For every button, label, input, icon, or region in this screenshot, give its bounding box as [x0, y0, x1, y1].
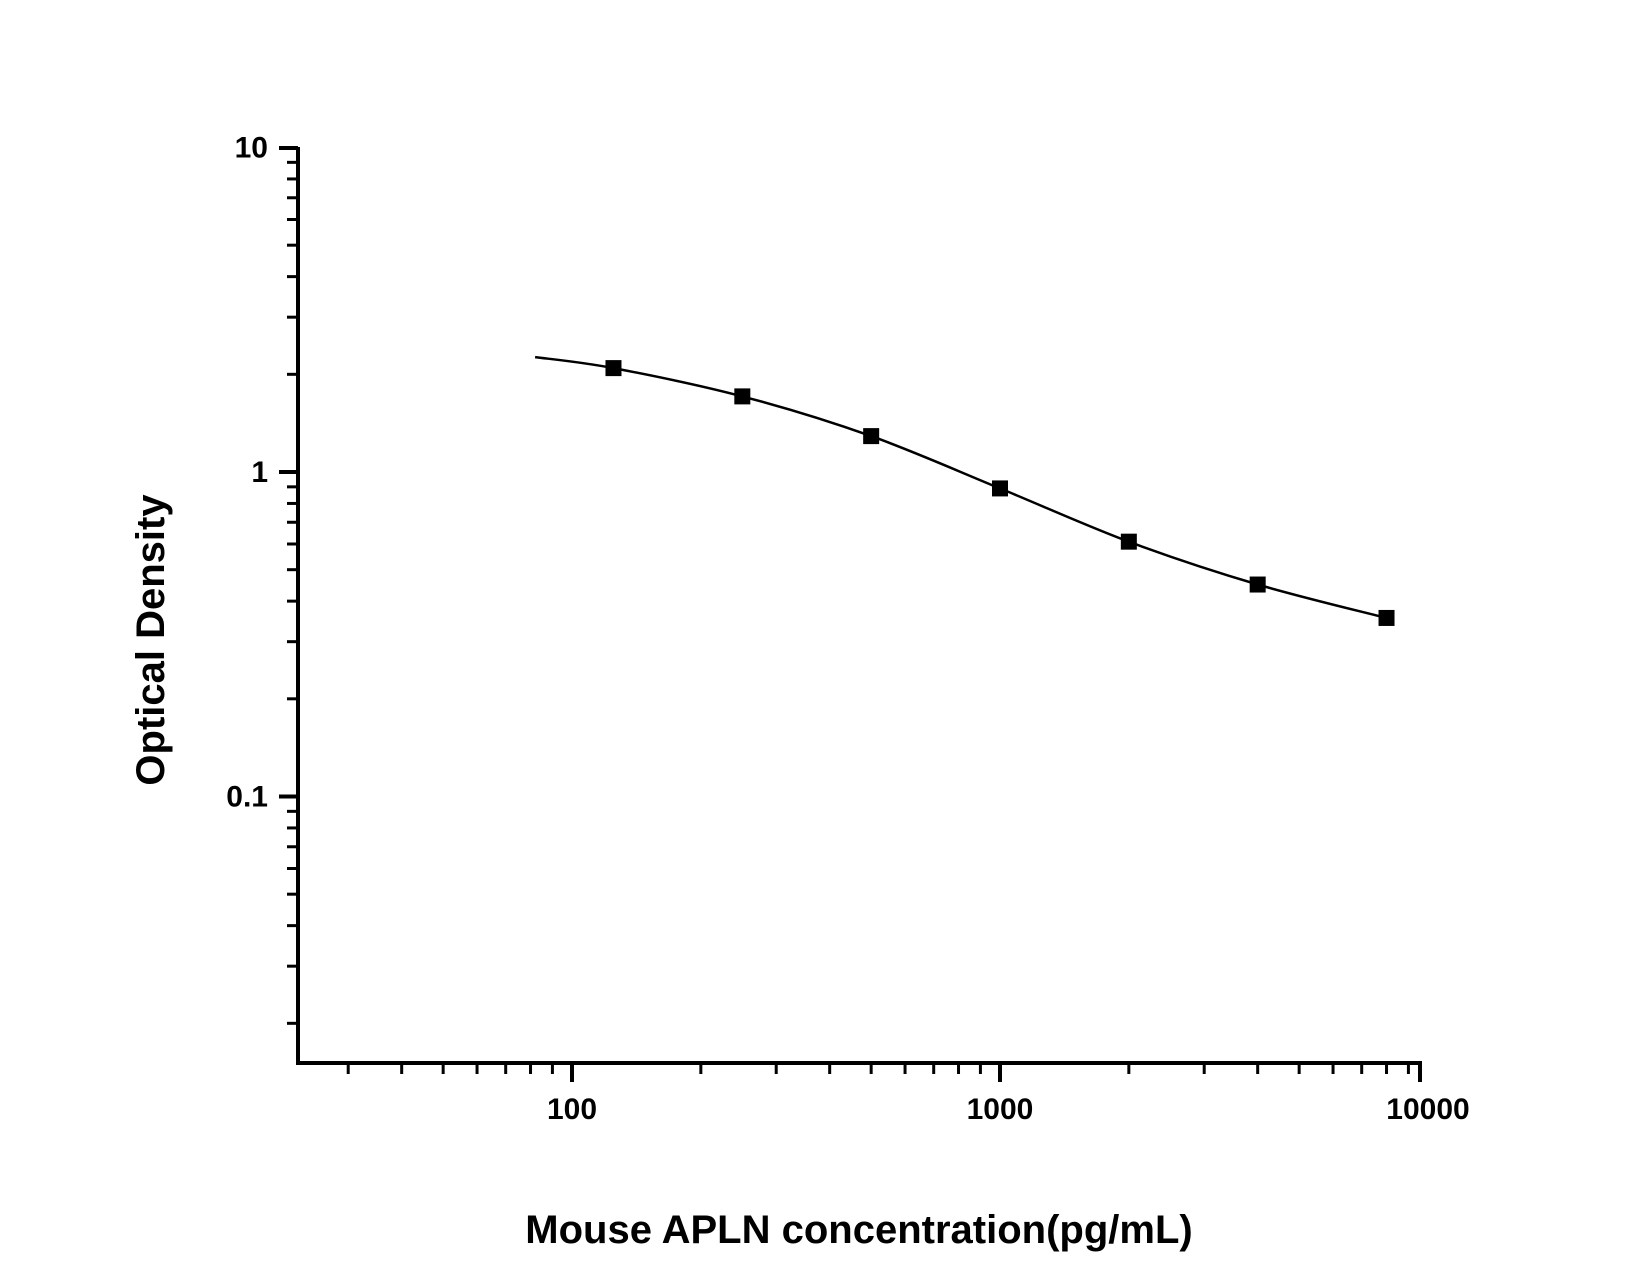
data-point-marker [605, 360, 622, 377]
fitted-curve-line [534, 355, 1387, 620]
data-point-marker [1120, 533, 1137, 550]
data-points [605, 360, 1395, 626]
data-point-marker [863, 428, 880, 445]
x-tick-label: 100 [547, 1093, 597, 1126]
data-point-marker [734, 388, 751, 405]
plot-area [296, 147, 1422, 1065]
x-axis: 100 1000 10000 [346, 1063, 1470, 1126]
x-tick-label: 10000 [1386, 1093, 1469, 1126]
y-tick-label: 0.1 [226, 781, 268, 814]
y-tick-label: 1 [251, 456, 268, 489]
fitted-curve [534, 355, 1387, 620]
y-axis: 0.1 1 10 [226, 132, 298, 1025]
y-axis-title: Optical Density [129, 494, 173, 786]
y-tick-label: 10 [235, 132, 268, 165]
data-point-marker [1249, 576, 1266, 593]
x-tick-label: 1000 [967, 1093, 1034, 1126]
data-point-marker [992, 480, 1008, 497]
data-point-marker [1378, 609, 1395, 626]
x-axis-title: Mouse APLN concentration(pg/mL) [525, 1208, 1192, 1252]
